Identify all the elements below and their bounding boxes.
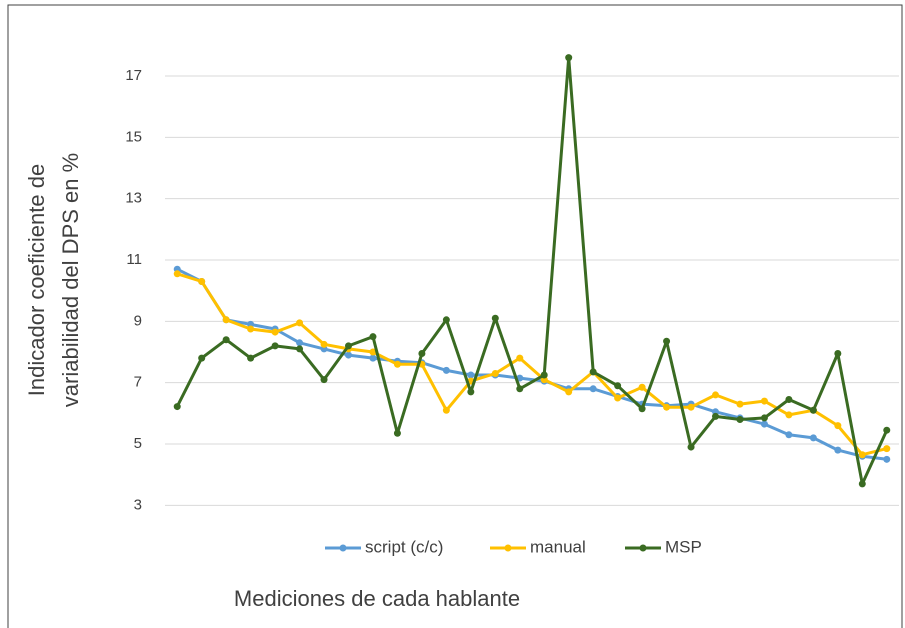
point xyxy=(247,354,255,362)
point xyxy=(271,342,279,350)
point xyxy=(785,396,793,404)
point xyxy=(198,354,206,362)
point xyxy=(369,333,377,341)
point xyxy=(687,403,695,411)
point xyxy=(516,354,524,362)
point xyxy=(442,316,450,324)
point xyxy=(320,340,328,348)
point xyxy=(736,415,744,423)
line-series xyxy=(175,56,889,486)
legend-label: manual xyxy=(530,537,586,556)
point xyxy=(393,429,401,437)
point xyxy=(491,314,499,322)
y-axis-title: Indicador coeficiente de xyxy=(24,164,49,396)
point xyxy=(589,368,597,376)
point xyxy=(785,431,793,439)
line-series xyxy=(176,267,887,461)
point xyxy=(247,325,255,333)
legend-marker xyxy=(339,544,347,552)
y-tick-label: 17 xyxy=(125,67,142,84)
point xyxy=(736,400,744,408)
point xyxy=(883,426,891,434)
point xyxy=(760,420,768,428)
legend-label: script (c/c) xyxy=(365,537,443,556)
y-tick-label: 9 xyxy=(134,312,142,329)
point xyxy=(858,451,866,459)
point xyxy=(809,434,817,442)
point xyxy=(663,403,671,411)
point xyxy=(809,406,817,414)
point xyxy=(785,411,793,419)
point xyxy=(198,277,206,285)
point xyxy=(687,443,695,451)
point xyxy=(565,54,573,62)
point xyxy=(296,339,304,347)
point xyxy=(834,350,842,358)
point xyxy=(173,403,181,411)
point xyxy=(883,455,891,463)
point xyxy=(760,414,768,422)
point xyxy=(418,350,426,358)
y-tick-label: 3 xyxy=(134,496,142,513)
point xyxy=(345,342,352,350)
point xyxy=(516,385,524,393)
legend-item: manual xyxy=(490,537,586,556)
point xyxy=(614,394,622,402)
point xyxy=(296,319,304,327)
point xyxy=(222,336,230,344)
point xyxy=(565,388,573,396)
point xyxy=(173,270,181,278)
line-series xyxy=(176,272,888,457)
y-tick-label: 7 xyxy=(134,374,142,391)
point xyxy=(467,371,475,379)
legend-marker xyxy=(639,544,647,552)
legend-marker xyxy=(504,544,512,552)
point xyxy=(393,360,401,368)
point xyxy=(712,412,719,420)
point xyxy=(296,345,304,353)
chart-frame xyxy=(7,4,903,628)
legend-label: MSP xyxy=(665,537,702,556)
point xyxy=(320,376,328,384)
y-tick-label: 5 xyxy=(134,435,142,452)
point xyxy=(638,383,646,391)
point xyxy=(883,445,891,453)
legend-item: script (c/c) xyxy=(325,537,443,556)
point xyxy=(442,406,450,414)
point xyxy=(271,328,279,336)
point xyxy=(663,337,671,345)
point xyxy=(858,480,866,488)
point xyxy=(467,388,475,396)
y-tick-label: 13 xyxy=(125,190,142,207)
point xyxy=(638,405,646,413)
point xyxy=(345,351,352,359)
legend-item: MSP xyxy=(625,537,702,556)
point xyxy=(442,366,450,374)
y-tick-label: 15 xyxy=(125,128,142,145)
x-axis-title: Mediciones de cada hablante xyxy=(234,586,520,611)
point xyxy=(491,369,499,377)
point xyxy=(222,316,230,324)
point xyxy=(540,371,548,379)
point xyxy=(369,348,377,356)
point xyxy=(834,422,842,430)
y-tick-label: 11 xyxy=(126,251,142,268)
point xyxy=(712,391,719,399)
point xyxy=(760,397,768,405)
point xyxy=(614,382,622,390)
point xyxy=(589,385,597,393)
point xyxy=(369,354,377,362)
point xyxy=(834,446,842,454)
y-axis-title: variabilidad del DPS en % xyxy=(58,153,83,407)
